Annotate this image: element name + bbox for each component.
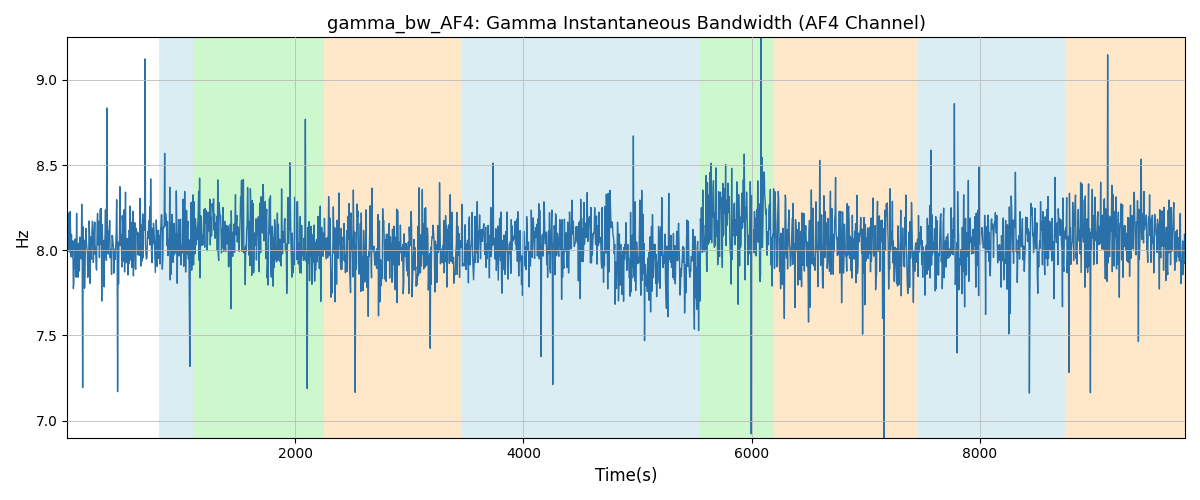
Bar: [728, 38, 774, 438]
Bar: [917, 38, 1066, 438]
Title: gamma_bw_AF4: Gamma Instantaneous Bandwidth (AF4 Channel): gamma_bw_AF4: Gamma Instantaneous Bandwi…: [326, 15, 925, 34]
X-axis label: Time(s): Time(s): [595, 467, 658, 485]
Bar: [324, 38, 461, 438]
Bar: [774, 38, 917, 438]
Bar: [461, 38, 701, 438]
Bar: [701, 38, 728, 438]
Bar: [158, 38, 193, 438]
Bar: [1066, 38, 1186, 438]
Y-axis label: Hz: Hz: [16, 228, 30, 248]
Bar: [193, 38, 324, 438]
